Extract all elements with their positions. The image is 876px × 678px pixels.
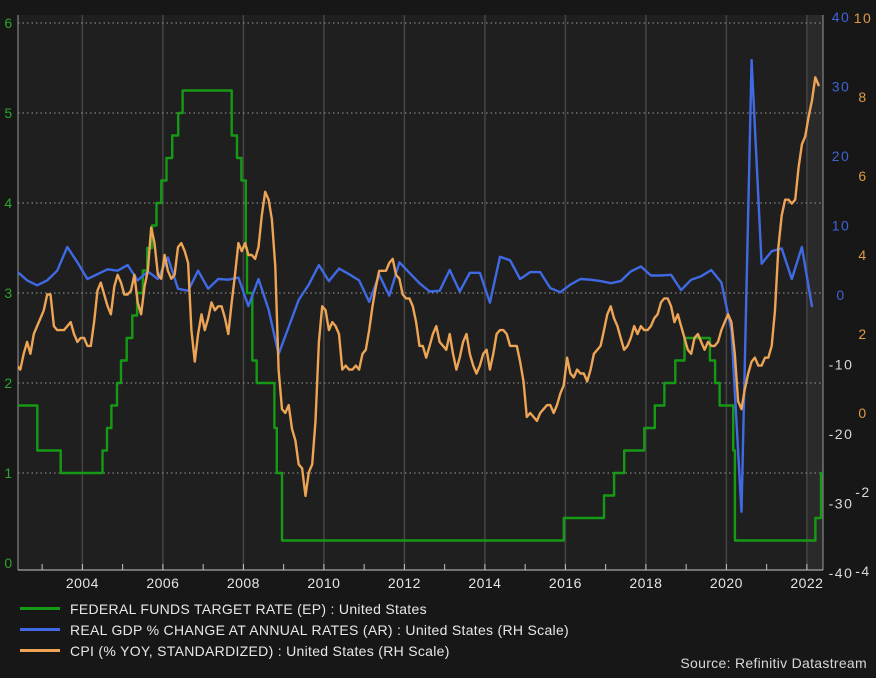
svg-text:6: 6 bbox=[4, 15, 13, 31]
svg-text:2022: 2022 bbox=[790, 575, 823, 591]
svg-text:-40: -40 bbox=[829, 565, 854, 581]
horizontal-gridlines bbox=[18, 22, 823, 474]
svg-text:-30: -30 bbox=[829, 496, 854, 512]
right-gdp-axis-labels: -40 -30 -20 -10 0 10 20 30 40 bbox=[829, 9, 854, 581]
series-lines bbox=[18, 58, 823, 542]
svg-text:2012: 2012 bbox=[388, 575, 421, 591]
svg-text:2: 2 bbox=[4, 375, 13, 391]
svg-text:-20: -20 bbox=[829, 426, 854, 442]
source-attribution: Source: Refinitiv Datastream bbox=[680, 655, 867, 671]
svg-text:2016: 2016 bbox=[549, 575, 582, 591]
svg-text:10: 10 bbox=[854, 10, 873, 26]
axis-lines bbox=[17, 15, 824, 571]
left-axis-labels: 0 1 2 3 4 5 6 bbox=[4, 15, 13, 571]
legend-item-real-gdp: REAL GDP % CHANGE AT ANNUAL RATES (AR) :… bbox=[20, 619, 569, 640]
legend-line-swatch-green-icon bbox=[20, 607, 60, 610]
svg-text:0: 0 bbox=[836, 287, 845, 303]
legend-label-fed-funds: FEDERAL FUNDS TARGET RATE (EP) : United … bbox=[70, 600, 427, 617]
series-cpi-yoy-standardized-line bbox=[18, 76, 820, 498]
legend-line-swatch-orange-icon bbox=[20, 649, 60, 652]
svg-text:-2: -2 bbox=[855, 484, 870, 500]
svg-text:4: 4 bbox=[858, 247, 867, 263]
svg-text:6: 6 bbox=[858, 168, 867, 184]
right-cpi-axis-labels: -4 -2 0 2 4 6 8 10 bbox=[854, 10, 873, 579]
svg-text:8: 8 bbox=[858, 89, 867, 105]
svg-text:2004: 2004 bbox=[66, 575, 99, 591]
legend-label-cpi: CPI (% YOY, STANDARDIZED) : United State… bbox=[70, 642, 450, 659]
svg-text:4: 4 bbox=[4, 195, 13, 211]
svg-text:0: 0 bbox=[858, 405, 867, 421]
svg-text:40: 40 bbox=[832, 9, 851, 25]
svg-text:2006: 2006 bbox=[146, 575, 179, 591]
svg-text:1: 1 bbox=[4, 465, 13, 481]
legend-item-fed-funds: FEDERAL FUNDS TARGET RATE (EP) : United … bbox=[20, 598, 569, 619]
chart-legend: FEDERAL FUNDS TARGET RATE (EP) : United … bbox=[20, 598, 569, 661]
svg-text:2020: 2020 bbox=[710, 575, 743, 591]
x-axis-labels: 2004 2006 2008 2010 2012 2014 2016 2018 2020 2022 bbox=[66, 575, 823, 591]
svg-text:2008: 2008 bbox=[227, 575, 260, 591]
svg-text:30: 30 bbox=[832, 79, 851, 95]
svg-text:2014: 2014 bbox=[468, 575, 501, 591]
svg-text:20: 20 bbox=[832, 148, 851, 164]
x-axis-ticks bbox=[41, 564, 808, 570]
legend-line-swatch-blue-icon bbox=[20, 628, 60, 631]
svg-text:0: 0 bbox=[4, 555, 13, 571]
chart-svg: 0123456-40-30-20-10010203040-4-202468102… bbox=[4, 9, 873, 591]
svg-text:10: 10 bbox=[832, 218, 851, 234]
legend-item-cpi: CPI (% YOY, STANDARDIZED) : United State… bbox=[20, 640, 569, 661]
chart-plot-area: 0 1 2 3 4 5 6 -40 -30 -20 -10 0 10 20 30 40 -4 -2 0 2 4 6 8 10 2… bbox=[4, 9, 873, 591]
series-real-gdp-annual-rate-line bbox=[18, 58, 814, 513]
svg-text:5: 5 bbox=[4, 105, 13, 121]
svg-text:2: 2 bbox=[858, 326, 867, 342]
legend-label-real-gdp: REAL GDP % CHANGE AT ANNUAL RATES (AR) :… bbox=[70, 621, 570, 638]
svg-text:-10: -10 bbox=[829, 357, 854, 373]
svg-text:2018: 2018 bbox=[629, 575, 662, 591]
svg-text:-4: -4 bbox=[855, 563, 870, 579]
svg-text:3: 3 bbox=[4, 285, 13, 301]
svg-text:2010: 2010 bbox=[307, 575, 340, 591]
